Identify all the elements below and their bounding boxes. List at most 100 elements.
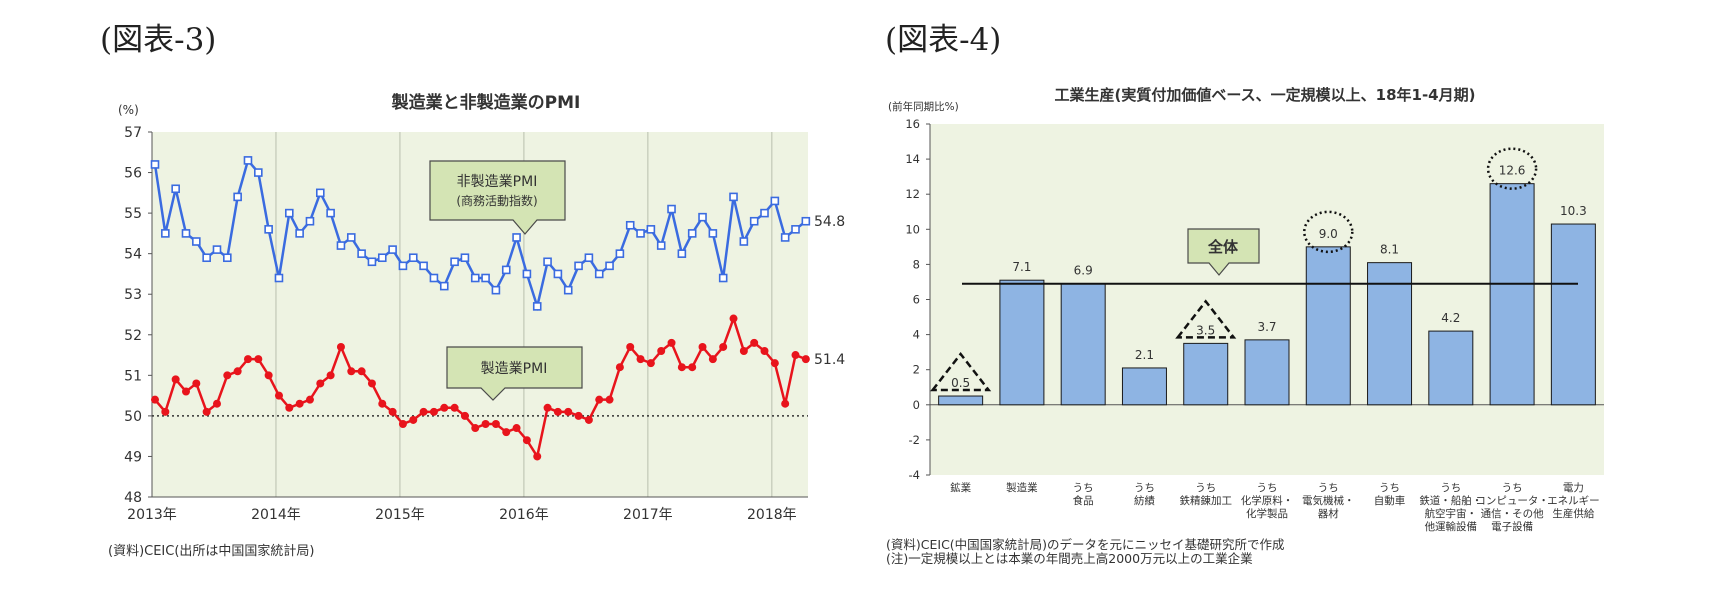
data-point-circle (347, 367, 356, 376)
data-point-square (161, 229, 170, 238)
data-point-circle (708, 355, 717, 364)
category-label: うち (1134, 482, 1155, 494)
bars (938, 183, 1596, 406)
data-point-square (584, 253, 594, 263)
data-point-square (687, 229, 697, 238)
data-point-square (770, 196, 780, 206)
data-point-circle (243, 355, 252, 364)
data-point-circle (543, 403, 552, 412)
y-tick-label: 54 (124, 247, 142, 263)
reference-callout: 全体 (1187, 228, 1260, 276)
bar-value-label: 9.0 (1319, 227, 1338, 241)
category-label: 鉄精錬加工 (1179, 494, 1232, 507)
category-label: 生産供給 (1552, 507, 1594, 520)
data-point-square (254, 168, 263, 177)
data-point-circle (212, 399, 221, 408)
callout-label-manufacturing: 製造業PMI (481, 361, 548, 377)
highlight-dotted-circle (1486, 147, 1538, 190)
figure-label-left: (図表-3) (100, 22, 217, 58)
data-point-circle (677, 363, 686, 372)
category-label: うち (1257, 482, 1278, 494)
y-tick-label: 51 (124, 368, 142, 384)
data-point-square (357, 249, 366, 258)
data-point-square (336, 241, 346, 250)
data-point-circle (636, 355, 645, 364)
y-tick-label: 14 (905, 152, 920, 166)
data-point-square (501, 265, 511, 275)
data-point-square (543, 257, 552, 267)
data-point-circle (533, 452, 542, 461)
data-point-square (749, 216, 759, 226)
data-point-square (677, 249, 687, 258)
data-point-circle (781, 399, 790, 408)
y-tick-label: 53 (124, 287, 142, 303)
category-label: 鉱業 (950, 481, 971, 494)
end-value-label: 54.8 (814, 214, 845, 230)
x-tick-label: 2015年 (375, 507, 425, 523)
category-label: うち (1318, 482, 1339, 494)
data-point-square (646, 225, 656, 234)
y-axis-unit: (%) (118, 103, 139, 117)
category-label: 化学製品 (1246, 507, 1288, 520)
y-tick-labels: -4 -2 0 2 4 6 8 10 12 14 16 (905, 117, 920, 482)
x-tick-labels: 2013年 2014年 2015年 2016年 2017年 2018年 (127, 507, 796, 523)
highlight-marks (930, 147, 1538, 392)
series-line-manufacturing (154, 314, 807, 460)
highlight-dashed-triangle (1175, 299, 1237, 339)
data-point-circle (750, 338, 759, 347)
data-point-circle (357, 367, 366, 376)
data-point-circle (481, 420, 490, 428)
y-tick-label: 16 (905, 117, 920, 131)
data-point-circle (760, 347, 769, 355)
data-point-square (264, 225, 273, 234)
data-point-square (150, 160, 160, 169)
data-point-square (594, 269, 604, 279)
y-tick-label: 52 (124, 328, 142, 344)
data-point-circle (161, 407, 170, 416)
data-point-circle (646, 359, 655, 368)
data-point-square (460, 253, 470, 263)
category-label: 製造業 (1006, 481, 1038, 494)
y-tick-label: 55 (124, 206, 142, 222)
y-tick-label: 4 (913, 328, 920, 342)
data-point-circle (295, 399, 304, 408)
data-point-square (491, 285, 501, 295)
bar-value-label: 4.2 (1441, 311, 1460, 325)
data-point-circle (770, 359, 779, 368)
y-tick-label: 10 (905, 222, 920, 236)
category-label: 化学原料・ (1241, 494, 1294, 507)
x-tick-label: 2013年 (127, 507, 177, 523)
reference-callout-box (1187, 228, 1260, 276)
data-point-circle (739, 347, 748, 355)
y-tick-label: 57 (124, 125, 142, 141)
bar-value-label: 12.6 (1499, 164, 1526, 178)
category-label: 自動車 (1374, 494, 1406, 507)
y-tick-label: 12 (905, 187, 920, 201)
x-tick-label: 2014年 (251, 507, 301, 523)
data-point-square (284, 208, 294, 218)
data-point-circle (326, 371, 335, 380)
bar (1305, 246, 1351, 406)
data-point-square (615, 249, 625, 258)
data-point-square (553, 269, 563, 279)
category-label: 電子設備 (1491, 520, 1533, 533)
data-point-circle (791, 351, 800, 360)
data-point-circle (719, 342, 728, 351)
category-label: 他運輸設備 (1425, 520, 1478, 533)
category-label: うち (1195, 482, 1216, 494)
data-point-circle (419, 407, 428, 416)
data-point-square (274, 273, 284, 283)
data-point-circle (181, 387, 190, 396)
category-label: 食品 (1073, 494, 1094, 507)
data-point-square (791, 225, 800, 234)
data-point-circle (202, 407, 211, 416)
chart-title: 工業生産(実質付加価値ベース、一定規模以上、18年1-4月期) (1055, 86, 1476, 104)
data-point-square (295, 229, 304, 238)
bar (938, 395, 984, 406)
data-point-square (419, 261, 428, 271)
data-point-circle (254, 355, 263, 364)
data-point-circle (553, 407, 562, 416)
data-point-square (192, 237, 201, 246)
category-label: コンピュータ・ (1475, 495, 1549, 507)
data-point-square (780, 233, 790, 242)
